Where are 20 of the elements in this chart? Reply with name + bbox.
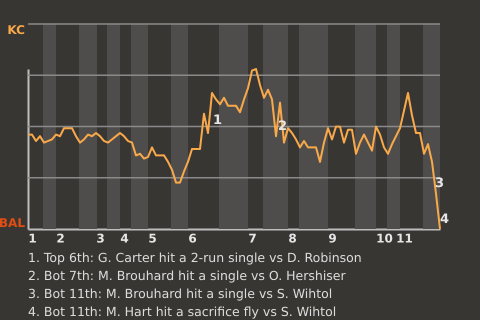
text: 2. Bot 7th: M. Brouhard hit a single vs O. Hershiser (28, 268, 346, 283)
x-tick-label: 2 (56, 232, 65, 246)
x-tick-label: 1 (28, 232, 37, 246)
x-tick-label: 6 (188, 232, 197, 246)
x-tick-label: 10 (376, 232, 393, 246)
x-tick-label: 8 (288, 232, 297, 246)
x-tick-label: 3 (96, 232, 105, 246)
text: 4. Bot 11th: M. Hart hit a sacrifice fly vs S. Wihtol (28, 304, 336, 319)
x-tick-label: 4 (120, 232, 129, 246)
annotation: 3 (435, 176, 444, 191)
annotation: 4 (440, 212, 450, 227)
x-tick-label: 7 (248, 232, 257, 246)
text: BAL (0, 216, 26, 230)
text: 3. Bot 11th: M. Brouhard hit a single vs S. Wihtol (28, 286, 332, 301)
annotation: 1 (213, 113, 222, 128)
x-tick-label: 5 (148, 232, 157, 246)
x-tick-label: 9 (328, 232, 337, 246)
x-tick-label: 11 (396, 232, 413, 246)
text: 1. Top 6th: G. Carter hit a 2-run single vs D. Robinson (28, 250, 362, 265)
text: KC (7, 23, 26, 37)
